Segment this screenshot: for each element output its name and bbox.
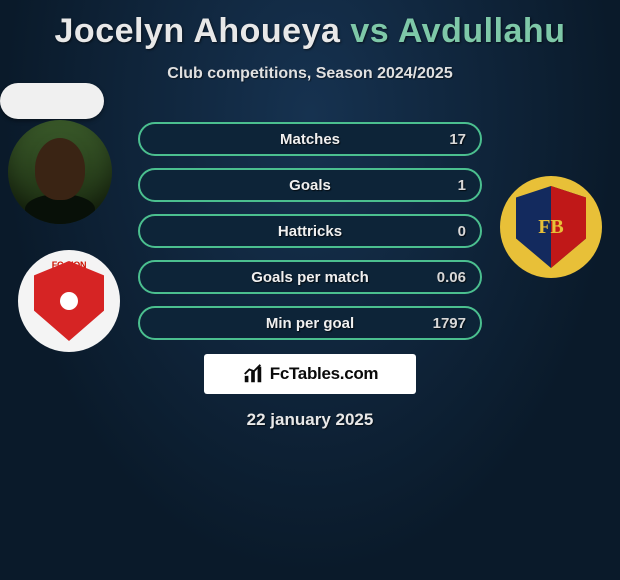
stat-right-value: 1797 (433, 315, 466, 332)
stat-row: Matches 17 (138, 122, 482, 156)
stats-list: Matches 17 Goals 1 Hattricks 0 Goals per… (138, 122, 482, 352)
stat-label: Matches (280, 131, 340, 148)
stat-row: Min per goal 1797 (138, 306, 482, 340)
stat-right-value: 1 (458, 177, 466, 194)
shield-icon (34, 261, 104, 341)
stat-label: Goals (289, 177, 331, 194)
shield-icon: FB (516, 186, 586, 268)
club-right-monogram: FB (538, 216, 564, 239)
stat-row: Goals per match 0.06 (138, 260, 482, 294)
player1-name: Jocelyn Ahoueya (55, 12, 341, 50)
subtitle: Club competitions, Season 2024/2025 (0, 65, 620, 83)
brand-text: FcTables.com (270, 364, 379, 384)
club-right-logo: ★ FB (500, 176, 602, 278)
stat-label: Min per goal (266, 315, 354, 332)
stat-right-value: 0 (458, 223, 466, 240)
infographic-date: 22 january 2025 (0, 410, 620, 430)
stat-right-value: 17 (449, 131, 466, 148)
club-left-logo: FC SION (18, 250, 120, 352)
bar-chart-icon (242, 363, 264, 385)
ball-icon (60, 292, 78, 310)
stat-right-value: 0.06 (437, 269, 466, 286)
vs-label: vs (350, 12, 389, 50)
stat-label: Goals per match (251, 269, 369, 286)
player2-name: Avdullahu (398, 12, 566, 50)
player1-avatar (8, 120, 112, 224)
stat-label: Hattricks (278, 223, 342, 240)
stat-row: Goals 1 (138, 168, 482, 202)
stat-row: Hattricks 0 (138, 214, 482, 248)
brand-badge: FcTables.com (204, 354, 416, 394)
comparison-title: Jocelyn Ahoueya vs Avdullahu (0, 0, 620, 51)
player2-avatar (0, 83, 104, 119)
